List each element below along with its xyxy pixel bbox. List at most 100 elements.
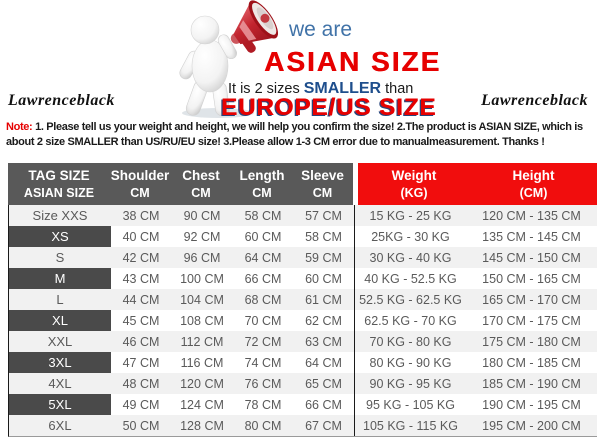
value-cell: 90 CM — [183, 208, 221, 223]
value-cell: 59 CM — [305, 250, 342, 265]
value-cell: 180 CM - 185 CM — [482, 355, 581, 370]
size-label-cell: 4XL — [48, 376, 72, 391]
value-cell: 70 CM — [244, 313, 282, 328]
brand-right: Lawrenceblack — [481, 92, 588, 109]
size-label-cell: 5XL — [9, 394, 111, 415]
table-row: 6XL 50 CM 128 CM 80 CM 67 CM 105 KG - 115 KG 1… — [9, 415, 597, 436]
size-table: TAG SIZE ASIAN SIZE Shoulder CM Chest CM… — [8, 163, 597, 437]
value-cell: 104 CM — [180, 292, 224, 307]
value-cell: 62.5 KG - 70 KG — [354, 310, 466, 331]
megaphone-mascot-icon — [179, 0, 279, 118]
header-line1: Length — [239, 168, 285, 183]
value-cell: 72 CM — [244, 334, 282, 349]
size-label-cell: S — [55, 250, 65, 265]
value-cell: 105 KG - 115 KG — [354, 415, 466, 436]
value-cell: 66 CM — [305, 397, 342, 412]
value-cell: 61 CM — [305, 292, 342, 307]
value-cell: 60 CM — [305, 271, 342, 286]
value-cell: 60 CM — [244, 229, 282, 244]
value-cell: 120 CM - 135 CM — [482, 208, 581, 223]
value-cell: 64 CM — [244, 250, 282, 265]
header-line2: ASIAN SIZE — [23, 186, 95, 200]
table-row: 5XL 49 CM 124 CM 78 CM 66 CM 95 KG - 105 KG 19… — [9, 394, 597, 415]
table-row: XS 40 CM 92 CM 60 CM 58 CM 25KG - 30 KG 135 CM… — [9, 226, 597, 247]
header-sleeve: Sleeve CM — [292, 163, 353, 205]
value-cell: 76 CM — [244, 376, 282, 391]
banner-europe-us: EUROPE/US SIZE — [221, 94, 437, 121]
value-cell: 68 CM — [244, 292, 282, 307]
header-line2: (KG) — [400, 186, 428, 200]
size-label-cell: 3XL — [9, 352, 111, 373]
value-cell: 43 CM — [122, 271, 160, 286]
value-cell: 40 KG - 52.5 KG — [354, 268, 466, 289]
header-line1: Height — [512, 168, 555, 183]
value-cell: 42 CM — [122, 250, 160, 265]
header-line2: CM — [191, 186, 211, 200]
value-cell: 108 CM — [180, 313, 224, 328]
value-cell: 40 CM — [122, 229, 160, 244]
brand-left: Lawrenceblack — [8, 92, 115, 109]
value-cell: 15 KG - 25 KG — [354, 205, 466, 226]
size-label-cell: 6XL — [48, 418, 72, 433]
value-cell: 45 CM — [122, 313, 160, 328]
value-cell: 46 CM — [122, 334, 160, 349]
value-cell: 25KG - 30 KG — [354, 226, 466, 247]
megaphone-icon — [230, 0, 279, 53]
value-cell: 80 CM — [244, 418, 282, 433]
value-cell: 67 CM — [305, 418, 342, 433]
header-shoulder: Shoulder CM — [110, 163, 170, 205]
value-cell: 48 CM — [122, 376, 160, 391]
value-cell: 66 CM — [244, 271, 282, 286]
header-tag-size: TAG SIZE ASIAN SIZE — [8, 163, 110, 205]
value-cell: 150 CM - 165 CM — [482, 271, 581, 286]
value-cell: 90 KG - 95 KG — [354, 373, 466, 394]
size-label-cell: XL — [9, 310, 111, 331]
value-cell: 58 CM — [244, 208, 282, 223]
value-cell: 116 CM — [180, 355, 224, 370]
header-line2: CM — [130, 186, 150, 200]
table-header: TAG SIZE ASIAN SIZE Shoulder CM Chest CM… — [8, 163, 597, 205]
value-cell: 62 CM — [305, 313, 342, 328]
value-cell: 38 CM — [122, 208, 160, 223]
table-row: XXL 46 CM 112 CM 72 CM 63 CM 70 KG - 80 KG 175… — [9, 331, 597, 352]
value-cell: 52.5 KG - 62.5 KG — [354, 289, 466, 310]
note-label: Note: — [6, 121, 33, 133]
banner-smaller-line: It is 2 sizes SMALLER than — [228, 80, 413, 98]
value-cell: 100 CM — [180, 271, 224, 286]
value-cell: 170 CM - 175 CM — [482, 313, 581, 328]
size-label-cell: Size XXS — [32, 208, 88, 223]
value-cell: 120 CM — [180, 376, 224, 391]
value-cell: 74 CM — [244, 355, 282, 370]
value-cell: 47 CM — [122, 355, 160, 370]
header-line1: Shoulder — [110, 168, 170, 183]
value-cell: 124 CM — [180, 397, 224, 412]
value-cell: 70 KG - 80 KG — [354, 331, 466, 352]
header-chest: Chest CM — [170, 163, 232, 205]
table-row: L 44 CM 104 CM 68 CM 61 CM 52.5 KG - 62.5 KG 1… — [9, 289, 597, 310]
table-row: 4XL 48 CM 120 CM 76 CM 65 CM 90 KG - 95 KG 185… — [9, 373, 597, 394]
banner-asian-size: ASIAN SIZE — [264, 46, 442, 77]
banner-we-are: we are — [289, 18, 353, 41]
header-line1: Weight — [391, 168, 437, 183]
value-cell: 80 KG - 90 KG — [354, 352, 466, 373]
value-cell: 112 CM — [180, 334, 224, 349]
smaller-suffix: than — [381, 81, 414, 97]
size-label-cell: L — [56, 292, 64, 307]
value-cell: 58 CM — [305, 229, 342, 244]
header-line1: Chest — [182, 168, 220, 183]
table-row: M 43 CM 100 CM 66 CM 60 CM 40 KG - 52.5 KG 150… — [9, 268, 597, 289]
header-gap — [353, 163, 358, 205]
header-line2: CM — [312, 186, 333, 200]
value-cell: 78 CM — [244, 397, 282, 412]
value-cell: 65 CM — [305, 376, 342, 391]
header-line2: CM — [252, 186, 272, 200]
value-cell: 185 CM - 190 CM — [482, 376, 581, 391]
value-cell: 145 CM - 150 CM — [482, 250, 581, 265]
value-cell: 95 KG - 105 KG — [354, 394, 466, 415]
value-cell: 64 CM — [305, 355, 342, 370]
note-text: 1. Please tell us your weight and height… — [6, 121, 583, 148]
smaller-prefix: It is 2 sizes — [228, 81, 304, 97]
value-cell: 128 CM — [180, 418, 224, 433]
value-cell: 190 CM - 195 CM — [482, 397, 581, 412]
banner: Lawrenceblack Lawrenceblack — [0, 0, 600, 121]
